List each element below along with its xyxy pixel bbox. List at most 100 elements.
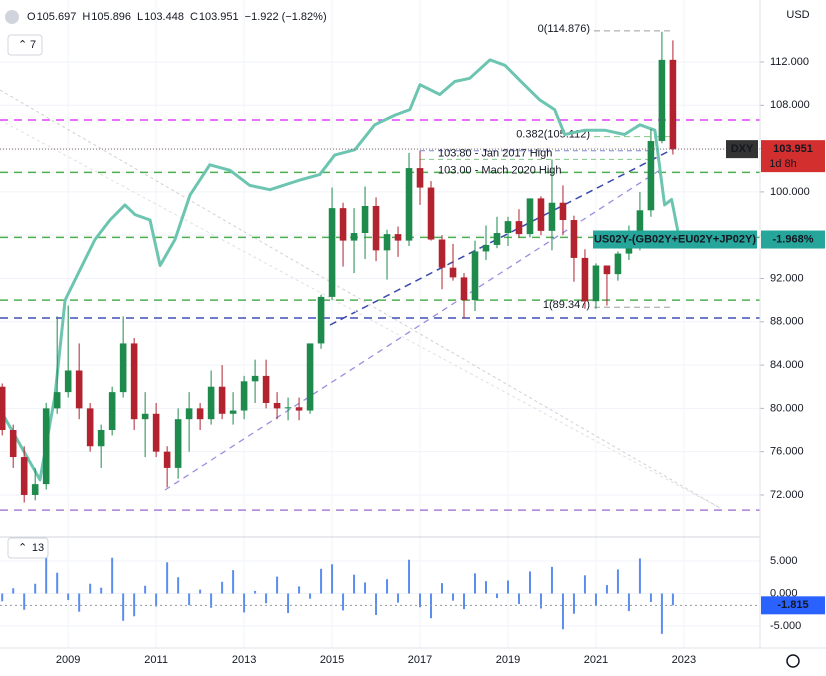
x-tick-label: 2019 <box>496 654 520 666</box>
x-tick-label: 2023 <box>672 654 696 666</box>
histogram-bar <box>89 583 92 594</box>
candle-body <box>570 220 578 258</box>
y-tick-label: 5.000 <box>770 555 798 567</box>
histogram-bar <box>484 581 487 594</box>
trend-line <box>329 147 676 326</box>
histogram-bar <box>320 568 323 594</box>
histogram-bar <box>583 575 586 594</box>
indicator-toggle[interactable] <box>7 537 49 559</box>
candle-body <box>130 343 138 420</box>
candle-body <box>416 168 424 188</box>
ohlc-value: 105.896 <box>91 11 131 23</box>
candle-body <box>537 198 545 231</box>
y-tick-label: -5.000 <box>770 620 801 632</box>
candle-body <box>229 410 237 414</box>
collapse-arrow[interactable]: ⌃ <box>18 39 27 51</box>
histogram-bar <box>111 557 114 594</box>
candle-body <box>218 386 226 414</box>
histogram-bar <box>605 585 608 594</box>
y-tick-label: 72.000 <box>770 489 804 501</box>
candle-body <box>581 257 589 302</box>
histogram-bar <box>638 558 641 594</box>
histogram-bar <box>12 588 15 594</box>
candle-body <box>383 234 391 251</box>
y-tick-label: 84.000 <box>770 359 804 371</box>
overlay-value: -1.968% <box>773 233 814 245</box>
x-tick-label: 2011 <box>144 654 168 666</box>
histogram-bar <box>495 593 498 599</box>
candle-body <box>328 208 336 297</box>
y-tick-label: 88.000 <box>770 316 804 328</box>
histogram-bar <box>221 581 224 594</box>
ohlc-value: 103.448 <box>144 11 184 23</box>
histogram-bar <box>506 580 509 594</box>
collapse-arrow[interactable]: ⌃ <box>18 542 27 554</box>
candle-body <box>669 59 677 150</box>
candle-body <box>163 451 171 468</box>
histogram-bar <box>660 593 663 634</box>
candle-body <box>9 430 17 458</box>
value-tag-label: -1.815 <box>777 599 808 611</box>
ohlc-value: 105.697 <box>37 11 77 23</box>
trend-line <box>0 89 721 509</box>
candle-body <box>394 234 402 241</box>
histogram-bar <box>408 559 411 594</box>
histogram-bar <box>144 585 147 594</box>
fib-label: 0.382(105.112) <box>516 128 590 140</box>
histogram-bar <box>528 571 531 594</box>
candle-body <box>471 251 479 301</box>
indicator-count: 13 <box>32 542 44 554</box>
indicator-count: 7 <box>30 39 36 51</box>
y-tick-label: 76.000 <box>770 446 804 458</box>
histogram-bar <box>550 566 553 594</box>
histogram-bar <box>100 587 103 594</box>
histogram-bar <box>155 593 158 607</box>
candle-body <box>86 408 94 447</box>
trend-line <box>0 119 721 509</box>
symbol-icon[interactable] <box>5 10 19 24</box>
change-value: −1.922 (−1.82%) <box>245 11 327 23</box>
candle-body <box>504 221 512 234</box>
fib-label: 0(114.876) <box>538 23 590 35</box>
histogram-bar <box>616 569 619 594</box>
symbol-tag-label: DXY <box>731 143 754 155</box>
candle-body <box>548 202 556 231</box>
histogram-bar <box>539 593 542 609</box>
candle-body <box>460 277 468 301</box>
histogram-bar <box>122 593 125 621</box>
histogram-bar <box>671 593 674 606</box>
indicator-toggle[interactable] <box>7 34 43 56</box>
candle-body <box>251 375 259 382</box>
price-tag-value: 103.951 <box>773 143 813 155</box>
histogram-bar <box>276 576 279 594</box>
histogram-bar <box>34 583 37 594</box>
candle-body <box>295 407 303 411</box>
x-tick-label: 2017 <box>408 654 432 666</box>
histogram-bar <box>67 593 70 601</box>
candle-body <box>339 208 347 241</box>
candle-body <box>185 408 193 420</box>
histogram-bar <box>331 564 334 594</box>
overlay-tag-label: US02Y-(GB02Y+EU02Y+JP02Y) <box>594 233 756 245</box>
histogram-bar <box>78 593 81 612</box>
price-tag-countdown: 1d 8h <box>769 158 797 170</box>
candle-body <box>75 370 83 409</box>
y-tick-label: 112.000 <box>770 56 809 68</box>
histogram-bar <box>375 593 378 615</box>
overlay-value-tag <box>761 230 825 249</box>
candle-body <box>240 381 248 411</box>
histogram-bar <box>441 583 444 594</box>
candle-body <box>515 221 523 235</box>
candle-body <box>31 484 39 495</box>
histogram-bar <box>594 593 597 606</box>
histogram-bar <box>133 593 136 617</box>
settings-icon[interactable] <box>786 654 800 668</box>
x-tick-label: 2009 <box>56 654 80 666</box>
histogram-bar <box>474 573 476 594</box>
histogram-bar <box>232 570 235 594</box>
candle-body <box>614 253 622 275</box>
candle-body <box>42 408 50 485</box>
histogram-bar <box>254 590 257 594</box>
candle-body <box>559 202 567 221</box>
histogram-bar <box>166 562 169 594</box>
